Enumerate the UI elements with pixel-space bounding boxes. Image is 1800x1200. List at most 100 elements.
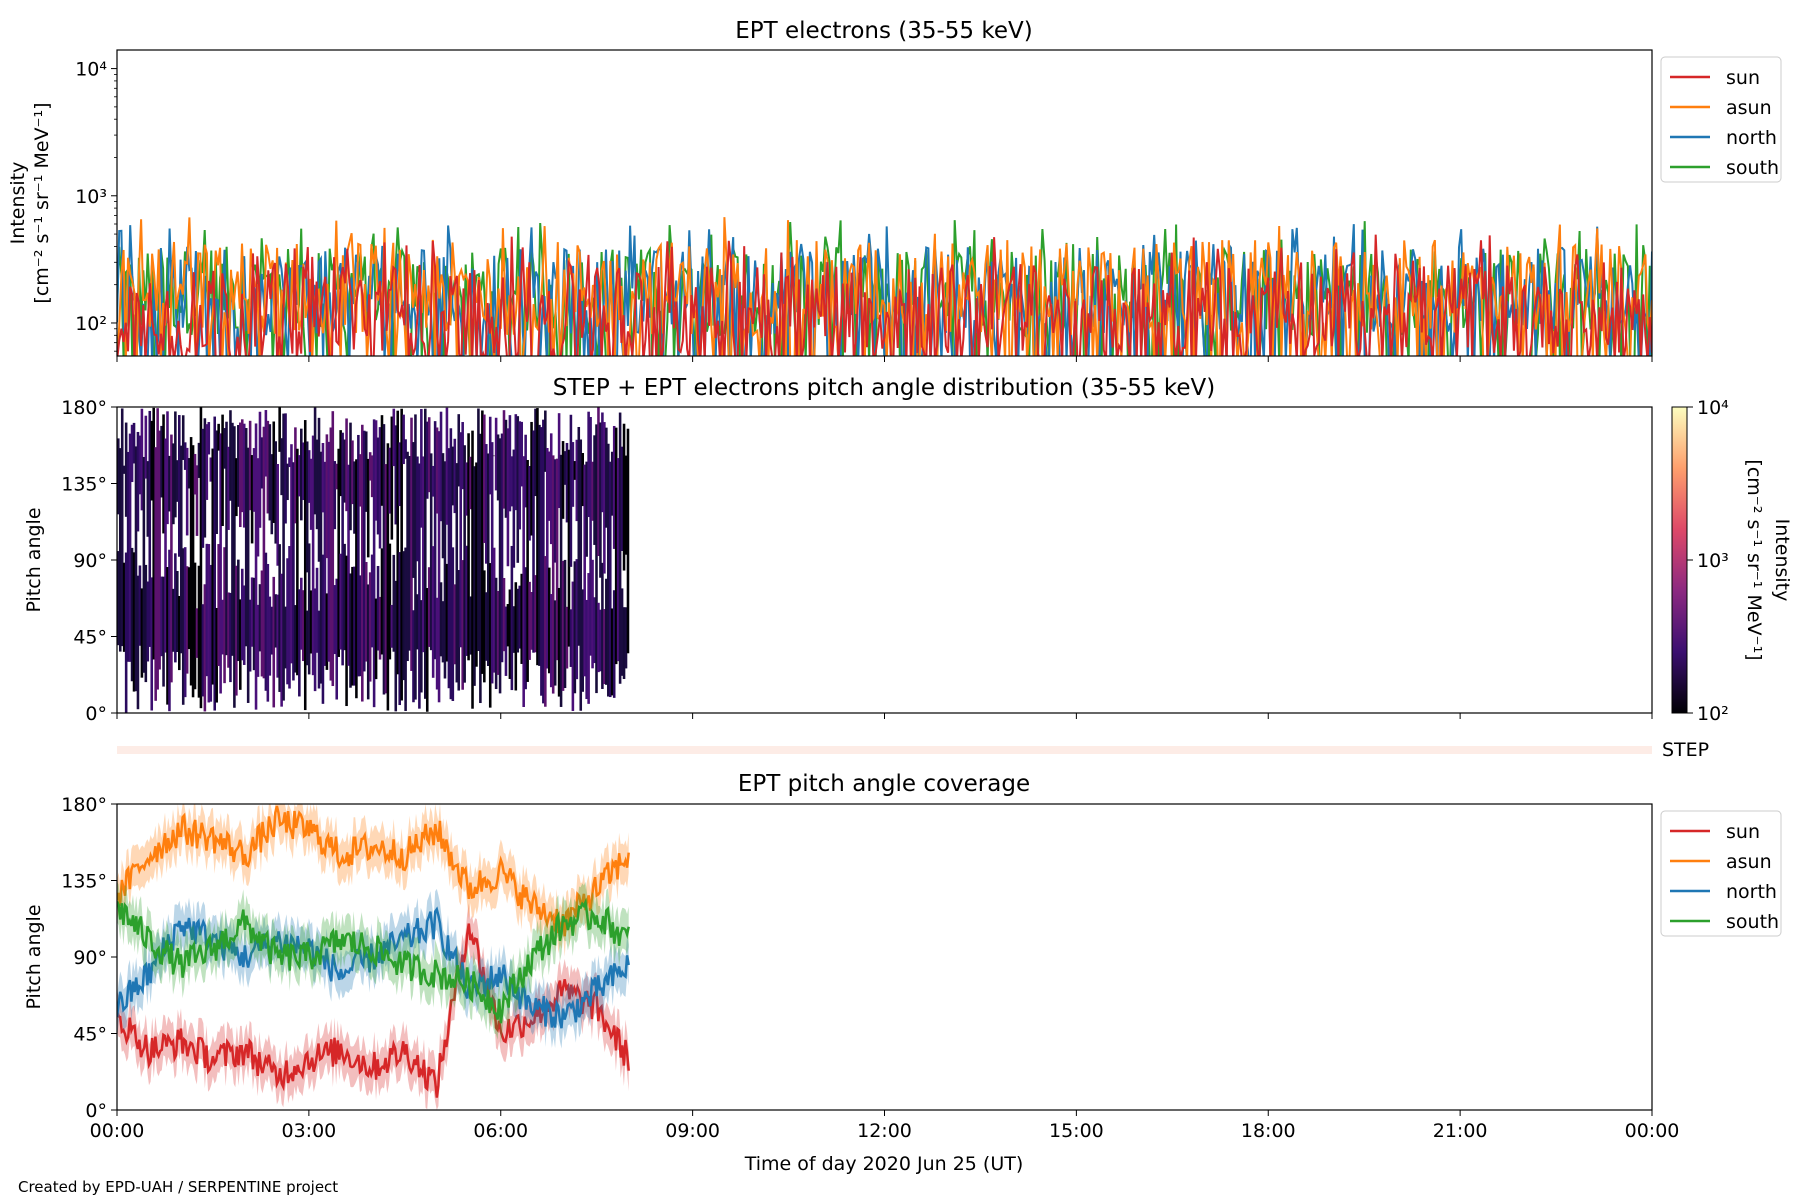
heatmap-cell	[311, 435, 315, 676]
heatmap-cell	[577, 426, 581, 646]
heatmap-cell	[254, 423, 258, 710]
panel3-ytick-label: 90°	[73, 947, 107, 969]
heatmap-cell	[514, 582, 518, 691]
heatmap-cell	[585, 599, 588, 700]
heatmap-cell	[461, 422, 464, 490]
heatmap-cell	[485, 444, 488, 564]
heatmap-cell	[258, 411, 262, 528]
heatmap-cell	[402, 551, 405, 681]
heatmap-cell	[551, 455, 555, 694]
heatmap-cell	[252, 448, 256, 512]
heatmap-cell	[122, 465, 126, 474]
heatmap-cell	[124, 552, 128, 713]
heatmap-cell	[547, 451, 551, 521]
heatmap-cell	[239, 599, 242, 690]
heatmap-cell	[176, 570, 179, 652]
heatmap-cell	[215, 607, 218, 703]
heatmap-cell	[372, 419, 376, 708]
panel1-plot-area	[117, 217, 1652, 356]
heatmap-cell	[138, 565, 142, 646]
heatmap-cell	[394, 580, 398, 712]
colorbar-tick-label: 10⁴	[1697, 397, 1729, 419]
heatmap-cell	[250, 455, 254, 544]
heatmap-cell	[425, 421, 429, 499]
heatmap-cell	[494, 417, 498, 491]
heatmap-cell	[160, 425, 163, 498]
heatmap-cell	[321, 442, 325, 513]
heatmap-cell	[166, 567, 169, 705]
heatmap-cell	[380, 415, 384, 506]
heatmap-cell	[122, 562, 126, 652]
heatmap-cell	[233, 426, 236, 708]
heatmap-cell	[382, 424, 386, 695]
heatmap-cell	[534, 408, 537, 497]
heatmap-cell	[339, 430, 342, 497]
heatmap-cell	[237, 559, 240, 662]
heatmap-cell	[607, 443, 610, 697]
heatmap-cell	[187, 458, 191, 489]
x-tick-label: 00:00	[90, 1120, 145, 1142]
heatmap-cell	[313, 407, 317, 515]
heatmap-cell	[431, 465, 435, 497]
heatmap-cell	[179, 445, 183, 654]
heatmap-cell	[553, 600, 557, 686]
heatmap-cell	[355, 459, 358, 699]
heatmap-cell	[453, 438, 457, 514]
heatmap-cell	[140, 408, 144, 511]
heatmap-cell	[164, 438, 167, 653]
heatmap-cell	[235, 458, 238, 517]
heatmap-cell	[469, 456, 472, 510]
heatmap-cell	[298, 589, 301, 697]
heatmap-cell	[266, 563, 270, 702]
heatmap-cell	[203, 584, 207, 712]
heatmap-cell	[217, 423, 220, 451]
heatmap-cell	[514, 414, 518, 511]
heatmap-cell	[362, 430, 366, 672]
heatmap-cell	[549, 594, 553, 688]
heatmap-cell	[451, 547, 455, 701]
heatmap-cell	[453, 584, 457, 665]
credit-text: Created by EPD-UAH / SERPENTINE project	[18, 1178, 338, 1196]
heatmap-cell	[205, 424, 209, 500]
heatmap-cell	[599, 609, 602, 672]
heatmap-cell	[524, 434, 527, 508]
heatmap-cell	[559, 454, 563, 707]
heatmap-cell	[260, 437, 264, 489]
heatmap-cell	[292, 462, 295, 681]
heatmap-cell	[284, 606, 287, 669]
heatmap-cell	[608, 461, 612, 698]
heatmap-cell	[616, 458, 620, 662]
step-bar	[117, 746, 1652, 754]
heatmap-cell	[197, 565, 201, 698]
heatmap-cell	[274, 441, 278, 544]
colorbar-ticks: 10⁴ 10³ 10²	[1687, 397, 1729, 725]
heatmap-cell	[305, 610, 309, 666]
heatmap-cell	[601, 562, 604, 689]
heatmap-cell	[557, 587, 561, 697]
heatmap-cell	[416, 594, 419, 650]
heatmap-cell	[425, 588, 429, 712]
heatmap-cell	[618, 412, 622, 684]
heatmap-cell	[300, 428, 303, 521]
heatmap-cell	[260, 570, 264, 677]
heatmap-cell	[170, 434, 173, 683]
heatmap-cell	[331, 411, 335, 687]
colorbar-tick-label: 10³	[1697, 550, 1729, 572]
heatmap-cell	[488, 563, 492, 708]
heatmap-cell	[496, 590, 500, 675]
heatmap-cell	[280, 438, 283, 496]
heatmap-cell	[140, 588, 144, 678]
heatmap-cell	[443, 461, 447, 679]
heatmap-cell	[520, 421, 523, 487]
heatmap-cell	[242, 423, 246, 528]
panel-ept-intensity: EPT electrons (35-55 keV) 10⁴ 10³ 10² Inte…	[7, 18, 1782, 362]
heatmap-cell	[270, 606, 274, 655]
heatmap-cell	[512, 606, 516, 653]
heatmap-cell	[508, 415, 512, 512]
panel3-ytick-label: 180°	[61, 794, 107, 816]
heatmap-cell	[437, 431, 441, 703]
heatmap-cell	[309, 458, 313, 530]
heatmap-cell	[447, 448, 451, 689]
heatmap-cell	[327, 441, 331, 662]
